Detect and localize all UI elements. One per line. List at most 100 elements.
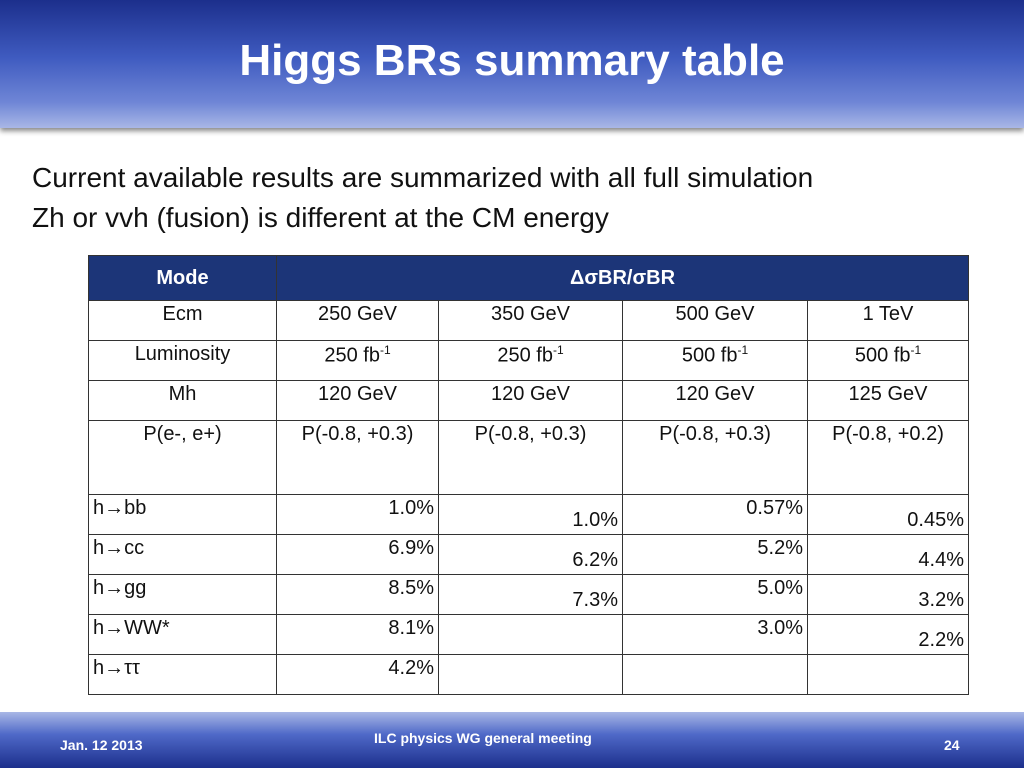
table-cell: 350 GeV (438, 300, 623, 341)
table-cell: 2.2% (807, 614, 969, 655)
cell-text: 0.57% (746, 497, 803, 519)
cell-text: 125 GeV (848, 383, 928, 405)
table-cell: h→bb (88, 494, 277, 535)
table-row: h→ττ 4.2% (88, 654, 969, 695)
cell-text: 1 TeV (862, 303, 914, 325)
cell-text: 7.3% (572, 589, 618, 611)
table-cell: 250 fb-1 (276, 340, 439, 381)
cell-text: Ecm (162, 303, 203, 325)
table-cell: 5.2% (622, 534, 808, 575)
cell-text: 500 GeV (675, 303, 755, 325)
cell-text: Luminosity (134, 343, 231, 365)
table-cell: 4.2% (276, 654, 439, 695)
footer-band (0, 712, 1024, 768)
table-cell: h→gg (88, 574, 277, 615)
superscript: -1 (379, 343, 391, 357)
table-cell: P(e-, e+) (88, 420, 277, 495)
table-cell: P(-0.8, +0.3) (622, 420, 808, 495)
cell-text: P(e-, e+) (143, 423, 222, 445)
table-cell: 0.57% (622, 494, 808, 535)
table-cell: 500 GeV (622, 300, 808, 341)
cell-text: 4.4% (918, 549, 964, 571)
cell-text: 1.0% (572, 509, 618, 531)
table-cell (807, 654, 969, 695)
table-cell: h→WW* (88, 614, 277, 655)
table-cell (438, 614, 623, 655)
superscript: -1 (910, 343, 922, 357)
cell-text: 500 fb (681, 344, 738, 367)
cell-text: h→ττ (93, 657, 140, 679)
table-cell: P(-0.8, +0.2) (807, 420, 969, 495)
cell-text: h→gg (93, 577, 147, 599)
table-cell (622, 654, 808, 695)
header-cell: ΔσBR/σBR (276, 255, 969, 301)
cell-text: 250 GeV (318, 303, 397, 325)
table-cell: P(-0.8, +0.3) (276, 420, 439, 495)
cell-text: 120 GeV (675, 383, 755, 405)
table-row: h→gg 8.5% 7.3% 5.0% 3.2% (88, 574, 969, 615)
table-cell: 1.0% (276, 494, 439, 535)
cell-text: P(-0.8, +0.3) (659, 423, 771, 445)
table-cell: 3.2% (807, 574, 969, 615)
table-cell: 5.0% (622, 574, 808, 615)
table-row: P(e-, e+) P(-0.8, +0.3) P(-0.8, +0.3) P(-0.… (88, 420, 969, 495)
intro-line: Zh or vvh (fusion) is different at the C… (32, 202, 609, 233)
table-cell: 6.9% (276, 534, 439, 575)
superscript: -1 (552, 343, 564, 357)
cell-text: 3.0% (757, 617, 803, 639)
table-row: h→WW* 8.1% 3.0% 2.2% (88, 614, 969, 655)
table-cell: 500 fb-1 (622, 340, 808, 381)
cell-text: 2.2% (918, 629, 964, 651)
cell-text: 4.2% (388, 657, 434, 679)
cell-text: h→bb (93, 497, 147, 519)
table-cell: 8.5% (276, 574, 439, 615)
footer-meeting: ILC physics WG general meeting (374, 730, 592, 746)
cell-text: P(-0.8, +0.3) (301, 423, 414, 445)
cell-text: 250 fb (497, 344, 553, 367)
superscript: -1 (737, 343, 749, 357)
table-row: Mh 120 GeV 120 GeV 120 GeV 125 GeV (88, 380, 969, 421)
table-cell: 6.2% (438, 534, 623, 575)
cell-text: 6.9% (388, 537, 434, 559)
cell-text: 120 GeV (318, 383, 397, 405)
cell-text: 5.0% (757, 577, 803, 599)
cell-text: h→WW* (93, 617, 170, 639)
table-cell: 500 fb-1 (807, 340, 969, 381)
table-cell: 3.0% (622, 614, 808, 655)
table-cell: h→ττ (88, 654, 277, 695)
table-row: h→bb 1.0% 1.0% 0.57% 0.45% (88, 494, 969, 535)
header-row: Mode ΔσBR/σBR (88, 255, 969, 301)
header-cell: Mode (88, 255, 277, 301)
cell-text: 1.0% (388, 497, 434, 519)
cell-text: 250 fb (324, 344, 380, 367)
table-cell: 250 GeV (276, 300, 439, 341)
table-cell: 0.45% (807, 494, 969, 535)
cell-text: 6.2% (572, 549, 618, 571)
table-cell: 250 fb-1 (438, 340, 623, 381)
table-cell: 125 GeV (807, 380, 969, 421)
table-cell (438, 654, 623, 695)
table-cell: h→cc (88, 534, 277, 575)
table-cell: 1 TeV (807, 300, 969, 341)
cell-text: 0.45% (907, 509, 964, 531)
cell-text: 350 GeV (491, 303, 570, 325)
slide-title: Higgs BRs summary table (239, 36, 785, 85)
intro-line: Current available results are summarized… (32, 162, 814, 193)
table-cell: 7.3% (438, 574, 623, 615)
table-row: Ecm 250 GeV 350 GeV 500 GeV 1 TeV (88, 300, 969, 341)
cell-text: Mh (168, 383, 197, 405)
footer-date: Jan. 12 2013 (60, 737, 143, 753)
cell-text: 8.5% (388, 577, 434, 599)
cell-text: h→cc (93, 537, 145, 559)
cell-text: 120 GeV (491, 383, 570, 405)
header-band (0, 0, 1024, 128)
table-cell: Ecm (88, 300, 277, 341)
table-cell: Luminosity (88, 340, 277, 381)
table-cell: Mh (88, 380, 277, 421)
cell-text: 8.1% (388, 617, 434, 639)
cell-text: P(-0.8, +0.3) (474, 423, 587, 445)
cell-text: 3.2% (918, 589, 964, 611)
table-cell: P(-0.8, +0.3) (438, 420, 623, 495)
cell-text: 5.2% (757, 537, 803, 559)
table-cell: 120 GeV (438, 380, 623, 421)
